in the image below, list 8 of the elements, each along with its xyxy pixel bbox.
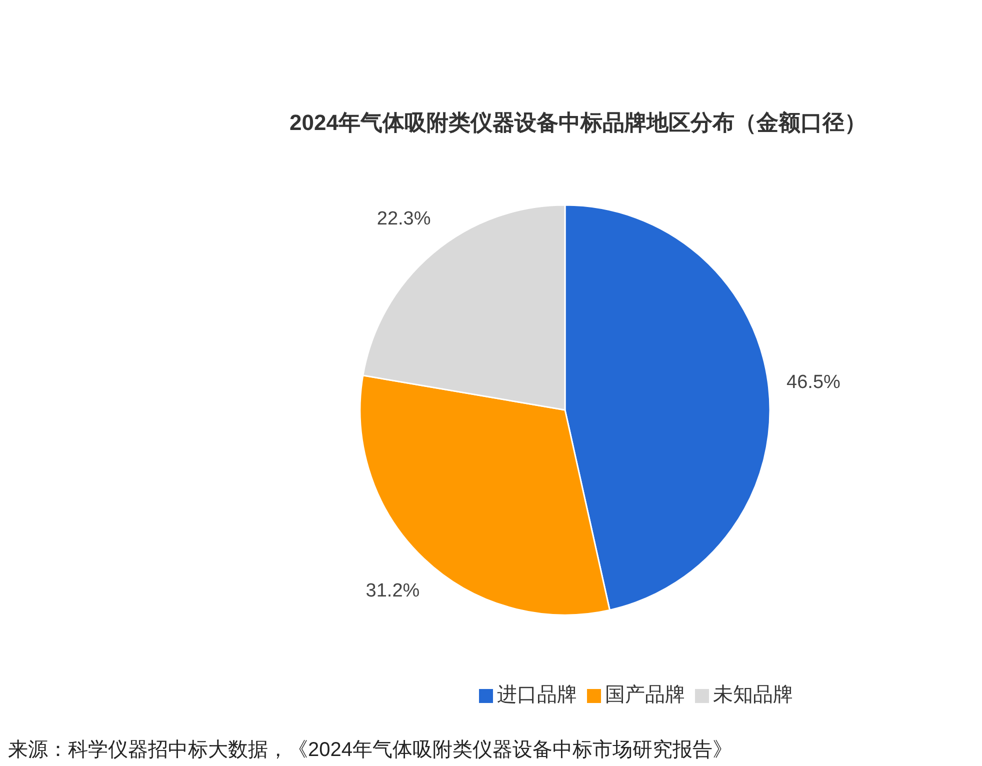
chart-title: 2024年气体吸附类仪器设备中标品牌地区分布（金额口径） <box>288 109 868 137</box>
legend-label: 进口品牌 <box>497 684 577 706</box>
legend-label: 未知品牌 <box>713 684 793 706</box>
data-label: 31.2% <box>366 580 420 602</box>
data-label: 22.3% <box>376 208 431 230</box>
source-note: 来源：科学仪器招中标大数据，《2024年气体吸附类仪器设备中标市场研究报告》 <box>8 738 732 763</box>
legend-label: 国产品牌 <box>605 684 685 706</box>
data-label: 46.5% <box>786 372 841 394</box>
